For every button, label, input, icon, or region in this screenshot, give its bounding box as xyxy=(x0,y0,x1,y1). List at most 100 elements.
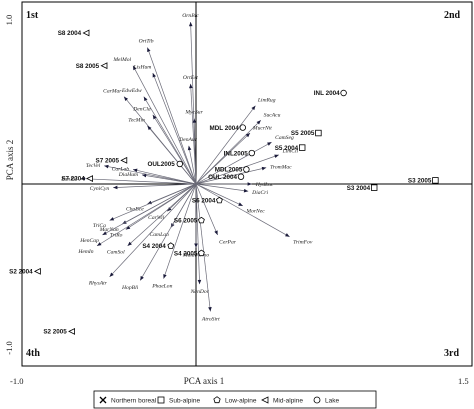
species-arrow-shaft xyxy=(190,83,197,185)
species-label: NanDor xyxy=(190,289,210,295)
species-arrow-head xyxy=(127,241,132,246)
species-arrow-head xyxy=(247,182,252,186)
site-marker xyxy=(176,160,183,168)
species-arrow-shaft xyxy=(147,125,197,185)
site-label: S3 2005 xyxy=(408,178,432,185)
species-arrow-shaft xyxy=(132,65,197,185)
species-label: TecMin xyxy=(128,118,145,124)
species-arrow-head xyxy=(256,120,261,125)
site-point-s4-2004: S4 2004 xyxy=(142,242,175,250)
species-label: EdwEdw xyxy=(121,88,142,94)
legend-entry-northern-boreal: Northern boreal xyxy=(99,396,157,405)
legend-label: Northern boreal xyxy=(111,398,157,405)
species-label: OrtTib xyxy=(139,39,154,45)
site-marker xyxy=(237,173,245,180)
species-arrow-eanpli: EanPli xyxy=(60,176,197,185)
quadrant-label-2nd: 2nd xyxy=(444,10,461,21)
species-arrow-head xyxy=(143,96,148,102)
species-arrow-shaft xyxy=(109,183,197,278)
x-tick-left: -1.0 xyxy=(10,376,23,386)
species-label: TriRo xyxy=(110,233,123,239)
species-arrow-mornec: MorNec xyxy=(195,183,265,215)
species-arrow-shaft xyxy=(139,183,197,281)
species-arrow-ornbic: OrnBic xyxy=(182,13,199,185)
species-arrow-head xyxy=(163,274,167,279)
species-label: CarLab xyxy=(112,167,130,173)
site-point-s3-2004: S3 2004 xyxy=(347,184,378,192)
species-arrow-cynicyn: CyniCyn xyxy=(90,183,197,192)
species-label: MucrNit xyxy=(252,125,272,131)
legend-label: Lake xyxy=(325,398,339,405)
species-arrow-shaft xyxy=(102,183,197,236)
site-markers: S8 2004 S8 2005 INL 2004 MDL 2004 S5 2005 S5 … xyxy=(9,29,439,336)
site-marker xyxy=(432,177,439,184)
species-arrow-matalaomo: MatalAomo xyxy=(182,184,210,259)
species-arrow-shaft xyxy=(195,154,279,185)
quadrant-label-3rd: 3rd xyxy=(444,348,459,359)
legend: Northern boreal Sub-alpine Low-alpine Mid-a… xyxy=(93,390,377,409)
site-marker xyxy=(197,216,205,224)
x-axis-label: PCA axis 1 xyxy=(184,376,225,386)
site-point-s3-2005: S3 2005 xyxy=(408,177,439,185)
species-arrow-shaft xyxy=(195,132,251,185)
species-arrow-head xyxy=(122,220,127,225)
site-marker xyxy=(315,129,322,137)
site-label: S5 2004 xyxy=(275,145,299,152)
species-arrow-head xyxy=(188,22,193,27)
species-arrow-camlan: CamLan xyxy=(150,183,197,238)
site-point-mdl2005: MDL2005 xyxy=(215,166,250,174)
site-point-s6-2004: S6 2004 xyxy=(192,196,223,205)
species-label: CyniCyn xyxy=(90,186,110,192)
species-label: HopBli xyxy=(121,285,139,291)
species-label: TrimFov xyxy=(293,240,313,246)
species-label: HemIn xyxy=(77,249,93,255)
species-arrow-mycsur: MycSur xyxy=(184,109,204,185)
species-arrow-shaft xyxy=(152,72,197,185)
species-arrow-denaur: DenAur xyxy=(178,137,198,185)
species-arrow-head xyxy=(133,65,137,71)
species-label: TriCa xyxy=(93,223,106,229)
species-arrow-head xyxy=(245,133,250,138)
site-label: S6 2004 xyxy=(192,198,216,205)
species-arrow-diahum: DiaHum xyxy=(118,172,197,185)
species-arrow-dencla: DenCla xyxy=(132,106,197,185)
species-arrow-shaft xyxy=(195,183,200,285)
species-label: CamSeg xyxy=(275,135,294,141)
site-marker xyxy=(82,29,90,37)
species-arrow-head xyxy=(133,168,138,173)
legend-marker xyxy=(261,396,269,404)
y-tick-bottom: -1.0 xyxy=(4,341,14,354)
species-label: HenCap xyxy=(79,238,99,244)
species-label: DenCla xyxy=(132,106,151,112)
site-point-s2-2004: S2 2004 xyxy=(9,267,41,276)
species-arrow-head xyxy=(147,125,152,131)
species-arrow-hemin: HemIn xyxy=(77,183,197,255)
species-arrow-limcil: LimCil xyxy=(195,149,299,185)
species-arrow-shaft xyxy=(141,174,197,185)
y-tick-top: 1.0 xyxy=(4,15,14,26)
species-label: LimCil xyxy=(282,149,299,155)
legend-marker xyxy=(213,396,221,404)
species-arrow-shaft xyxy=(195,183,290,238)
quadrant-label-4th: 4th xyxy=(26,348,40,359)
species-arrow-head xyxy=(251,105,256,111)
species-arrow-head xyxy=(267,142,272,146)
species-arrow-shaft xyxy=(195,183,249,192)
site-label: INL2005 xyxy=(224,150,249,157)
species-arrow-melmol: MelMol xyxy=(112,57,197,185)
site-point-s2-2005: S2 2005 xyxy=(43,327,75,336)
species-arrow-head xyxy=(214,230,218,235)
site-label: S8 2004 xyxy=(58,30,82,37)
species-arrow-camsol: CamSol xyxy=(107,183,197,256)
site-point-s4-2005: S4 2005 xyxy=(174,249,205,257)
species-arrow-shaft xyxy=(113,183,197,188)
species-arrow-head xyxy=(152,114,157,120)
species-arrow-head xyxy=(147,47,151,53)
species-label: MatalAomo xyxy=(182,253,210,259)
species-arrow-tecvel: TecVel xyxy=(86,163,197,185)
species-arrow-shaft xyxy=(152,114,197,185)
species-arrow-head xyxy=(97,242,102,246)
species-arrow-shaft xyxy=(163,183,197,279)
site-marker xyxy=(243,166,250,173)
species-arrow-shaft xyxy=(195,183,243,207)
